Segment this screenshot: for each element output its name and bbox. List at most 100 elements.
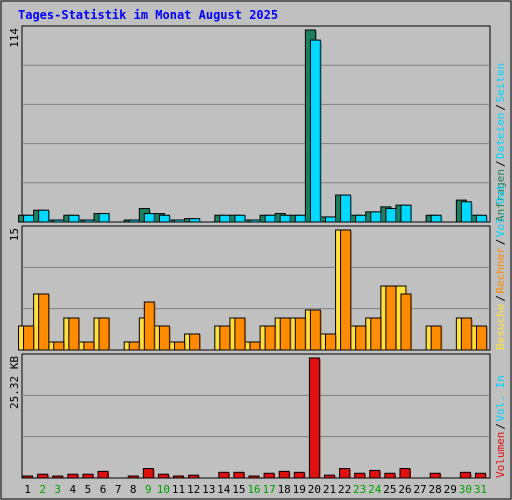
legend-rechner: Rechner: [494, 247, 507, 294]
bar-volumen-day-15: [233, 471, 245, 479]
bar-volumen-day-8: [127, 475, 139, 479]
bar-dateien-day-11: [174, 219, 186, 223]
bar-rechner-day-9: [143, 301, 155, 351]
bar-volumen-day-18: [278, 470, 290, 479]
legend-anfragen: Anfragen: [494, 169, 507, 222]
day-label-31: 31: [474, 483, 487, 496]
bar-dateien-day-2: [38, 209, 50, 223]
bar-rechner-day-6: [98, 317, 110, 351]
bar-volumen-day-31: [474, 472, 486, 479]
bar-dateien-day-3: [53, 219, 65, 223]
bar-dateien-day-9: [143, 213, 155, 223]
legend-separator: /: [494, 423, 507, 430]
bar-dateien-day-1: [23, 214, 35, 223]
bar-dateien-day-21: [324, 216, 336, 223]
legend-separator: /: [494, 104, 507, 111]
legend-volumen: Volumen: [494, 432, 507, 478]
bar-rechner-day-24: [370, 317, 382, 351]
bar-dateien-day-16: [249, 219, 261, 223]
y-max-label: 25.32 KB: [8, 356, 21, 409]
bar-rechner-day-8: [128, 341, 140, 351]
bar-dateien-day-30: [460, 201, 472, 223]
y-max-label: 15: [8, 228, 21, 241]
panel-frame: [21, 25, 491, 223]
bar-rechner-day-22: [340, 229, 352, 351]
y-max-label: 114: [8, 28, 21, 48]
bar-volumen-day-9: [142, 468, 154, 479]
day-label-10: 10: [157, 483, 170, 496]
day-labels: 1 2 3 4 5 6 7 8 9 10 11 12 13 14 15 16 17 18 19 20 21 22 23 24 2…: [24, 483, 487, 496]
day-label-8: 8: [130, 483, 137, 496]
chart-title: Tages-Statistik im Monat August 2025: [18, 8, 278, 22]
bar-rechner-day-18: [279, 317, 291, 351]
bar-rechner-day-25: [385, 285, 397, 351]
day-label-29: 29: [444, 483, 457, 496]
bar-volumen-day-14: [218, 471, 230, 479]
bar-rechner-day-11: [174, 341, 186, 351]
bar-dateien-day-17: [264, 214, 276, 223]
day-label-13: 13: [202, 483, 215, 496]
panel-visits: 15: [8, 225, 491, 351]
bar-dateien-day-24: [370, 211, 382, 223]
panel-requests: 114: [8, 25, 491, 223]
day-label-6: 6: [100, 483, 107, 496]
bar-volumen-day-1: [22, 475, 34, 479]
bar-volumen-day-5: [82, 473, 94, 479]
day-label-14: 14: [217, 483, 231, 496]
bar-rechner-day-31: [475, 325, 487, 351]
bar-volumen-day-11: [173, 475, 185, 479]
panel-volume: 25.32 KB: [8, 353, 491, 479]
bar-dateien-day-19: [294, 214, 306, 223]
day-label-19: 19: [293, 483, 306, 496]
bar-rechner-day-1: [23, 325, 35, 351]
day-label-9: 9: [145, 483, 152, 496]
legend-vol-in: Vol. In: [494, 375, 507, 421]
legend-separator: /: [494, 239, 507, 246]
bar-rechner-day-14: [219, 325, 231, 351]
legend-seiten: Seiten: [494, 63, 507, 103]
bar-volumen-day-17: [263, 472, 275, 479]
bar-dateien-day-15: [234, 214, 246, 223]
bar-dateien-day-18: [279, 214, 291, 223]
day-label-22: 22: [338, 483, 351, 496]
chart-panels: 114 15 25.32 KB: [8, 25, 491, 479]
bar-volumen-day-22: [339, 468, 351, 479]
bar-dateien-day-14: [219, 214, 231, 223]
panel-frame: [21, 225, 491, 351]
legend-besuche: Besuche: [494, 304, 507, 350]
bar-dateien-day-25: [385, 208, 397, 223]
day-label-1: 1: [24, 483, 31, 496]
day-label-2: 2: [39, 483, 46, 496]
bar-volumen-day-12: [188, 474, 200, 479]
day-label-27: 27: [413, 483, 426, 496]
day-label-18: 18: [278, 483, 291, 496]
legend-dateien: Dateien: [494, 113, 507, 159]
bar-rechner-day-15: [234, 317, 246, 351]
day-label-21: 21: [323, 483, 336, 496]
bar-volumen-day-23: [354, 472, 366, 479]
bar-rechner-day-23: [355, 325, 367, 351]
bar-dateien-day-22: [340, 194, 352, 223]
day-label-15: 15: [232, 483, 245, 496]
bar-dateien-day-12: [189, 218, 201, 223]
day-label-11: 11: [172, 483, 185, 496]
bar-dateien-day-10: [158, 214, 170, 223]
day-label-20: 20: [308, 483, 321, 496]
bar-volumen-day-24: [369, 469, 381, 479]
bar-dateien-day-8: [128, 219, 140, 223]
bar-rechner-day-10: [158, 325, 170, 351]
bar-volumen-day-26: [399, 468, 411, 479]
day-label-28: 28: [429, 483, 442, 496]
vertical-legend: Anfragen/Dateien/SeitenBesuche/Rechner/V…: [494, 63, 507, 478]
bar-volumen-day-16: [248, 475, 260, 479]
bar-volumen-day-6: [97, 470, 109, 479]
bar-rechner-day-16: [249, 341, 261, 351]
bar-dateien-day-6: [98, 213, 110, 223]
day-label-17: 17: [262, 483, 275, 496]
day-label-7: 7: [115, 483, 122, 496]
bar-volumen-day-30: [459, 471, 471, 479]
bar-volumen-day-28: [429, 472, 441, 479]
legend-vol-out: Vol. Out: [494, 184, 507, 237]
day-label-3: 3: [54, 483, 61, 496]
